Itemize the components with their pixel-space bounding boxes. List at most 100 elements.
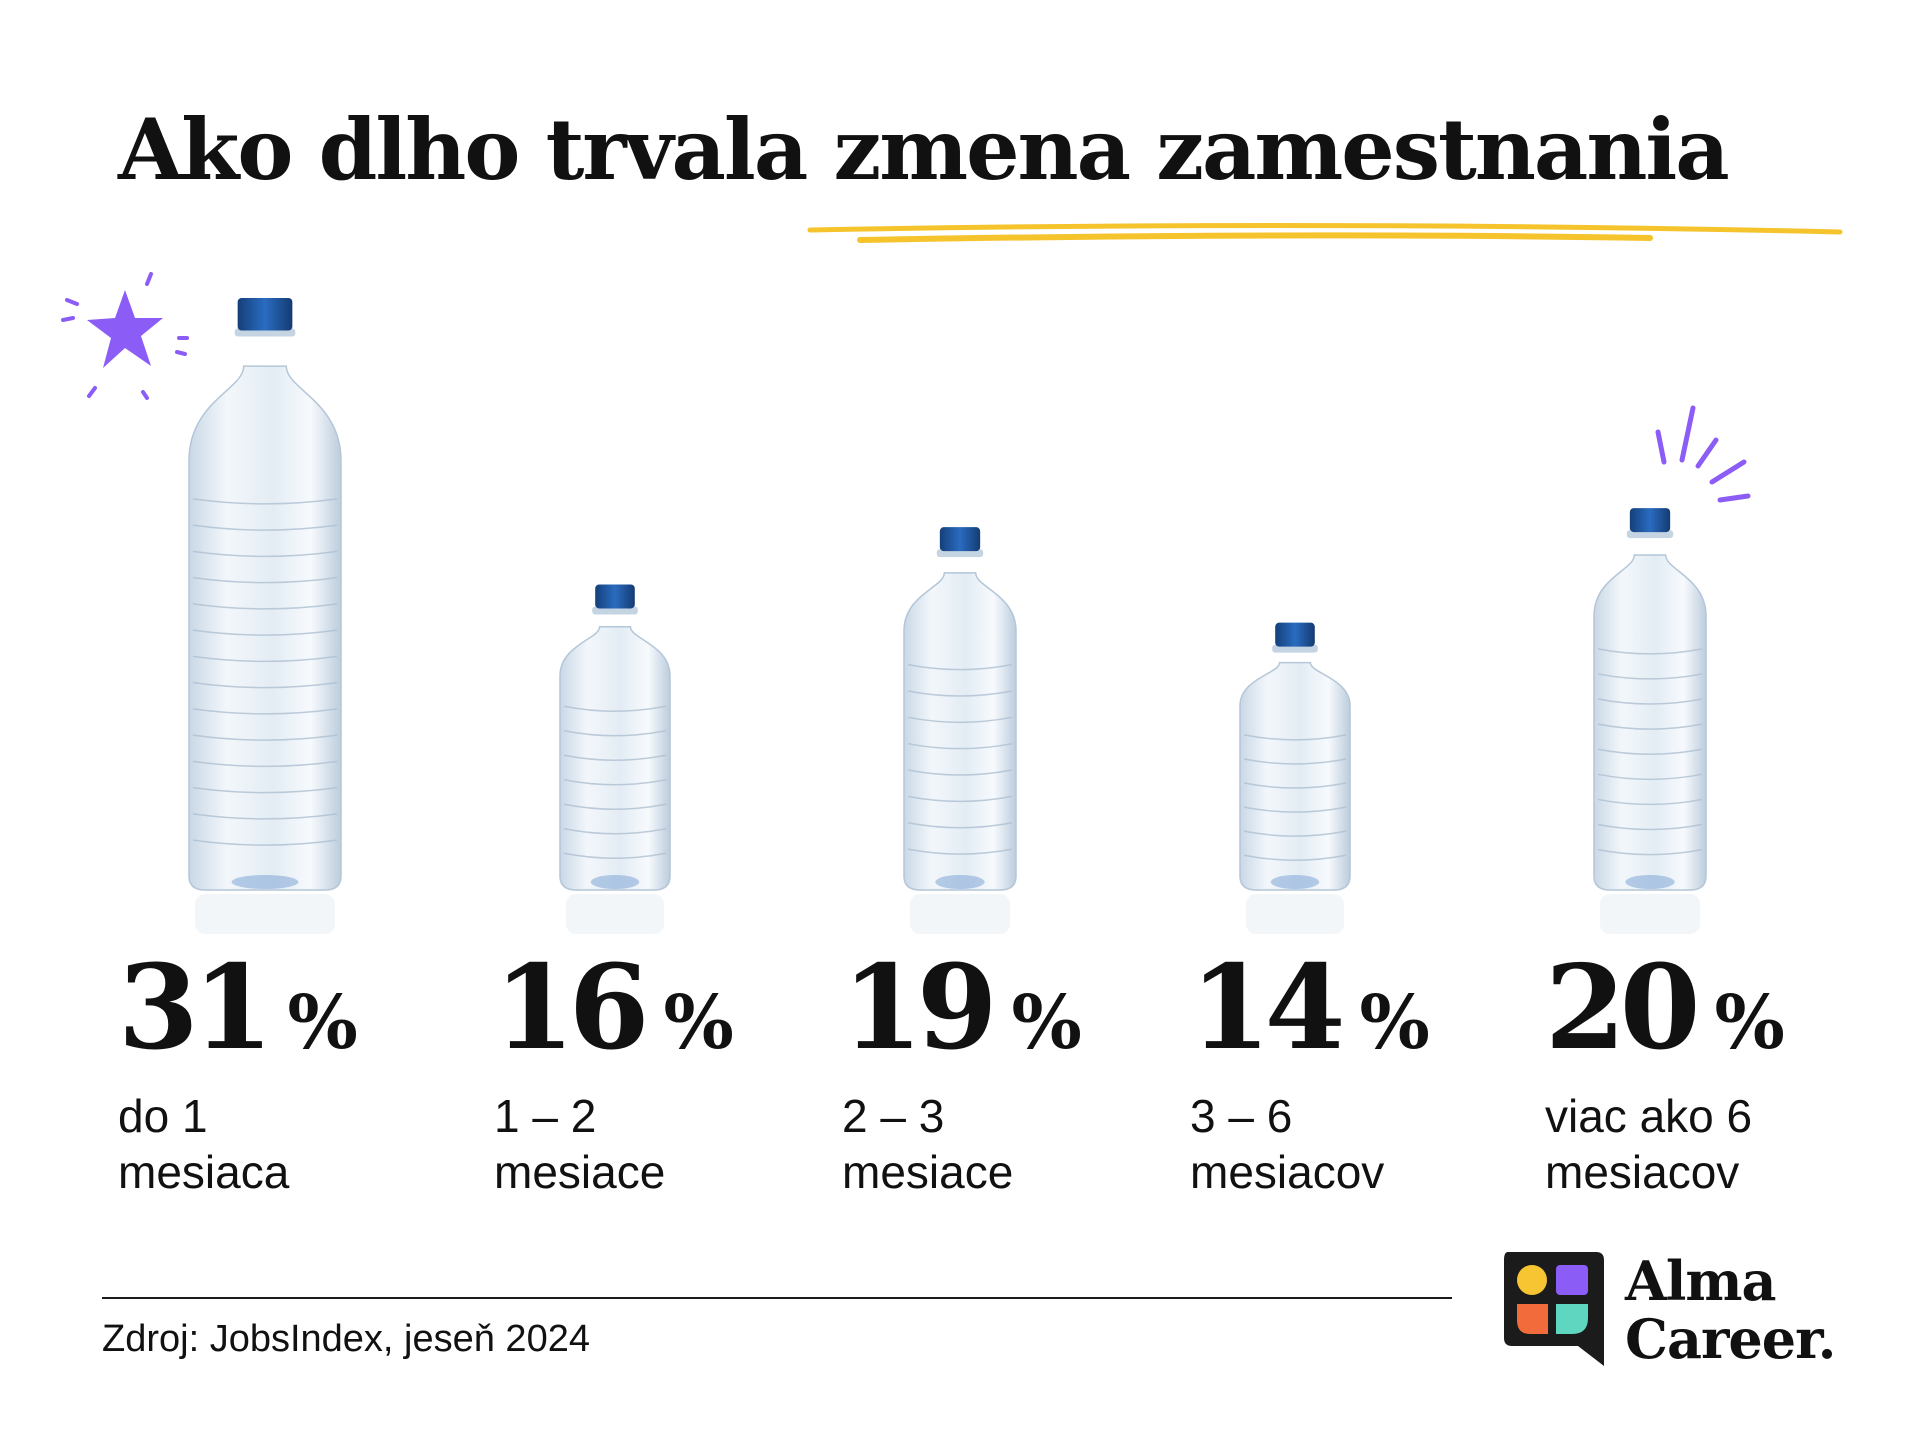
bottle-ridge bbox=[907, 822, 1013, 829]
bottle-body bbox=[1239, 661, 1351, 891]
bottle-base bbox=[935, 875, 985, 889]
stat-label: 2 – 3 mesiace bbox=[842, 1088, 1182, 1200]
label-line: mesiace bbox=[494, 1146, 666, 1198]
label-line: mesiace bbox=[842, 1146, 1014, 1198]
value-number: 19 bbox=[842, 940, 997, 1076]
bottle-ridge bbox=[192, 786, 338, 794]
bottle-ridge bbox=[907, 769, 1013, 776]
bottle-ridge bbox=[1597, 723, 1703, 730]
bottle-body bbox=[188, 365, 342, 891]
bottle-cap bbox=[595, 584, 635, 609]
bottle-ridge bbox=[192, 760, 338, 768]
bottle-ridge bbox=[1243, 782, 1347, 789]
bottle-ridge bbox=[563, 754, 667, 761]
bottle-ridge bbox=[192, 813, 338, 820]
sparkle-lines-icon bbox=[1655, 405, 1751, 503]
bottle-ridge bbox=[1243, 758, 1347, 765]
stat-4: 14% 3 – 6 mesiacov bbox=[1190, 950, 1530, 1200]
value-number: 20 bbox=[1545, 940, 1700, 1076]
bottle-ridge bbox=[563, 779, 667, 786]
bottle-bar-5 bbox=[1593, 508, 1707, 934]
bottle-ridge bbox=[563, 852, 667, 859]
bottle-ridge bbox=[1597, 848, 1703, 856]
bottle-ridge bbox=[563, 803, 667, 810]
bottle-reflection bbox=[910, 894, 1010, 934]
bottle-ridge bbox=[1597, 798, 1703, 806]
bottle-ridge bbox=[192, 839, 338, 846]
label-line: mesiacov bbox=[1545, 1146, 1740, 1198]
bottle-ridge bbox=[192, 681, 338, 689]
stat-5: 20% viac ako 6 mesiacov bbox=[1545, 950, 1885, 1200]
percent-sign: % bbox=[287, 980, 358, 1066]
bottle-ridge bbox=[1243, 734, 1347, 741]
label-line: 3 – 6 bbox=[1190, 1090, 1293, 1142]
bottle-base bbox=[1270, 875, 1320, 889]
source-divider bbox=[102, 1297, 1452, 1299]
label-line: mesiaca bbox=[118, 1146, 290, 1198]
source-note: Zdroj: JobsIndex, jeseň 2024 bbox=[102, 1318, 590, 1360]
bottle-ridge bbox=[907, 848, 1013, 855]
bottle-reflection bbox=[195, 894, 335, 934]
bottle-ridge bbox=[1597, 648, 1703, 655]
bottle-bar-3 bbox=[903, 527, 1017, 934]
bottle-ridge bbox=[1243, 830, 1347, 837]
bottle-ridge bbox=[192, 708, 338, 715]
label-line: viac ako 6 bbox=[1545, 1090, 1753, 1142]
label-line: 2 – 3 bbox=[842, 1090, 945, 1142]
bottle-ridge bbox=[563, 828, 667, 835]
bottle-ridge bbox=[192, 629, 338, 636]
bottle-ridge bbox=[907, 663, 1013, 671]
bottle-ridge bbox=[907, 716, 1013, 724]
bottle-ridge bbox=[1597, 823, 1703, 831]
bottle-reflection bbox=[1600, 894, 1700, 934]
bottle-base bbox=[1625, 875, 1675, 889]
bottle-cap bbox=[939, 527, 981, 552]
logo-line: Alma bbox=[1625, 1249, 1777, 1313]
bottle-bar-1 bbox=[188, 298, 342, 934]
stat-label: viac ako 6 mesiacov bbox=[1545, 1088, 1885, 1200]
bottle-ridge bbox=[1597, 698, 1703, 705]
percent-sign: % bbox=[1714, 980, 1785, 1066]
alma-career-logo-icon bbox=[1504, 1252, 1604, 1366]
bottle-ridge bbox=[192, 734, 338, 741]
bottle-bar-4 bbox=[1239, 622, 1351, 934]
chart-title: Ako dlho trvala zmena zamestnania bbox=[118, 100, 1730, 199]
stat-2: 16% 1 – 2 mesiace bbox=[494, 950, 834, 1200]
bottle-ridge bbox=[907, 690, 1013, 697]
value-number: 16 bbox=[494, 940, 649, 1076]
label-line: mesiacov bbox=[1190, 1146, 1385, 1198]
bottle-bar-2 bbox=[559, 584, 671, 934]
value-number: 14 bbox=[1190, 940, 1345, 1076]
bottle-body bbox=[1593, 554, 1707, 891]
bottle-cap bbox=[1629, 508, 1671, 533]
bottle-body bbox=[903, 572, 1017, 891]
bottle-reflection bbox=[1246, 894, 1344, 934]
stat-value: 16% bbox=[494, 950, 834, 1066]
title-underline bbox=[807, 222, 1843, 243]
bottle-ridge bbox=[192, 498, 338, 505]
bottle-ridge bbox=[1243, 854, 1347, 861]
stat-3: 19% 2 – 3 mesiace bbox=[842, 950, 1182, 1200]
bottle-ridge bbox=[563, 705, 667, 712]
bottle-ridge bbox=[1243, 806, 1347, 813]
bottle-ridge bbox=[907, 742, 1013, 750]
bottle-cap bbox=[1275, 622, 1315, 647]
bottle-ridge bbox=[192, 576, 338, 584]
label-line: 1 – 2 bbox=[494, 1090, 597, 1142]
value-number: 31 bbox=[118, 940, 273, 1076]
stat-value: 14% bbox=[1190, 950, 1530, 1066]
percent-sign: % bbox=[1359, 980, 1430, 1066]
bottle-chart bbox=[61, 272, 1751, 934]
bottle-cap bbox=[237, 298, 293, 331]
stat-label: 3 – 6 mesiacov bbox=[1190, 1088, 1530, 1200]
bottle-base bbox=[590, 875, 640, 889]
bottle-ridge bbox=[907, 795, 1013, 803]
bottle-ridge bbox=[192, 655, 338, 663]
stat-label: 1 – 2 mesiace bbox=[494, 1088, 834, 1200]
bottle-body bbox=[559, 626, 671, 891]
label-line: do 1 bbox=[118, 1090, 208, 1142]
stat-value: 19% bbox=[842, 950, 1182, 1066]
bottle-reflection bbox=[566, 894, 664, 934]
alma-career-logo: Alma Career. bbox=[1500, 1248, 1860, 1378]
percent-sign: % bbox=[663, 980, 734, 1066]
